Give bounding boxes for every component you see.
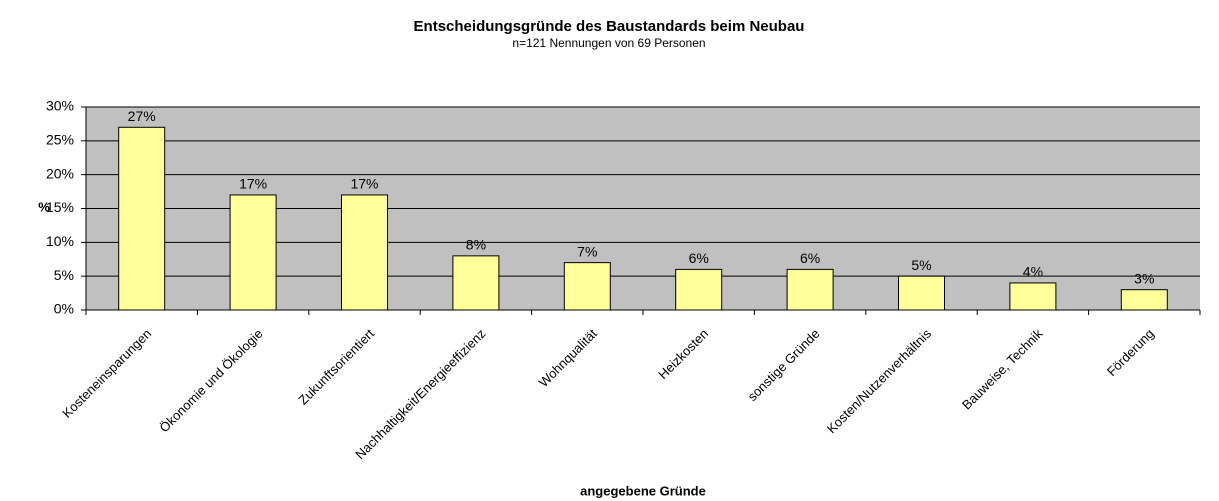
x-tick-label: Kosten/Nutzenverhältnis bbox=[824, 326, 935, 437]
value-label: 4% bbox=[1023, 264, 1043, 280]
value-label: 3% bbox=[1134, 270, 1154, 286]
bar bbox=[898, 275, 945, 311]
y-tick-label: 10% bbox=[46, 233, 74, 249]
bar bbox=[1120, 289, 1168, 311]
bar bbox=[118, 126, 166, 311]
x-axis-label: angegebene Gründe bbox=[580, 483, 706, 498]
value-label: 27% bbox=[128, 108, 156, 124]
bar bbox=[1009, 282, 1057, 311]
value-label: 6% bbox=[800, 250, 820, 266]
chart-subtitle: n=121 Nennungen von 69 Personen bbox=[512, 36, 705, 50]
value-label: 5% bbox=[911, 257, 931, 273]
x-tick-label: Förderung bbox=[1104, 326, 1157, 379]
bar bbox=[229, 194, 277, 311]
bar bbox=[563, 262, 611, 311]
chart-title: Entscheidungsgründe des Baustandards bei… bbox=[414, 18, 805, 35]
y-tick-label: 0% bbox=[54, 301, 74, 317]
bar bbox=[786, 268, 834, 311]
x-tick-label: Ökonomie und Ökologie bbox=[156, 326, 265, 435]
value-label: 8% bbox=[466, 237, 486, 253]
value-label: 7% bbox=[577, 243, 597, 259]
x-tick-label: Bauweise, Technik bbox=[959, 326, 1046, 413]
x-tick-label: Zukunftsorientiert bbox=[295, 326, 377, 408]
bar bbox=[341, 194, 388, 311]
y-tick-label: 25% bbox=[46, 132, 74, 148]
y-axis-label: % bbox=[38, 199, 50, 214]
y-tick-label: 20% bbox=[46, 165, 74, 181]
value-label: 17% bbox=[350, 176, 378, 192]
value-label: 17% bbox=[239, 176, 267, 192]
x-tick-label: Wohnqualität bbox=[536, 326, 600, 390]
bar bbox=[452, 255, 500, 311]
y-tick-label: 15% bbox=[46, 199, 74, 215]
y-tick-label: 5% bbox=[54, 267, 74, 283]
x-tick-label: Nachhaltigkeit/Energieeffizienz bbox=[352, 326, 488, 462]
bar bbox=[675, 268, 723, 311]
x-tick-label: Heizkosten bbox=[655, 326, 711, 382]
x-tick-label: Kosteneinsparungen bbox=[59, 326, 154, 421]
value-label: 6% bbox=[689, 250, 709, 266]
y-tick-label: 30% bbox=[46, 98, 74, 114]
x-tick-label: sonstige Gründe bbox=[745, 326, 823, 404]
